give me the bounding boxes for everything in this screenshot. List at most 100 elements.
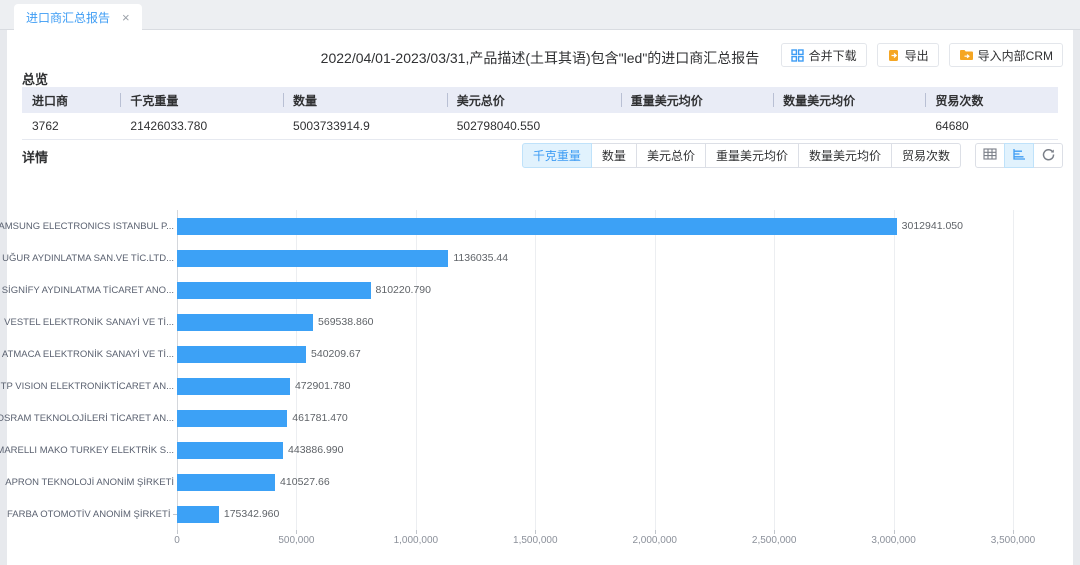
import-crm-label: 导入内部CRM bbox=[977, 48, 1053, 63]
close-icon[interactable]: × bbox=[122, 9, 130, 25]
overview-table: 进口商 千克重量 数量 美元总价 重量美元均价 数量美元均价 贸易次数 3762… bbox=[22, 87, 1058, 140]
chart-x-axis: 0 500,000 1,000,000 1,500,000 2,000,000 2,500… bbox=[174, 530, 1035, 550]
bar-row: 461781.470 bbox=[177, 402, 1013, 434]
bar-row: 569538.860 bbox=[177, 306, 1013, 338]
category-label: ATMACA ELEKTRONİK SANAYİ VE Tİ... bbox=[1, 348, 174, 360]
col-trade-count: 贸易次数 bbox=[925, 87, 1058, 113]
bar[interactable] bbox=[177, 441, 284, 459]
tab-bar: 进口商汇总报告 × bbox=[0, 0, 1080, 30]
refresh-icon bbox=[1042, 148, 1055, 164]
chart-plot-area: 3012941.050 1136035.44 810220.790 569538.86… bbox=[177, 210, 1014, 530]
x-tick-mark bbox=[296, 530, 298, 534]
detail-section-title: 详情 bbox=[22, 150, 49, 165]
bar-value-label: 443886.990 bbox=[288, 444, 344, 456]
bar-row: 810220.790 bbox=[177, 274, 1013, 306]
bar-chart-view-button[interactable] bbox=[1004, 143, 1034, 168]
x-tick-mark bbox=[177, 530, 178, 534]
export-label: 导出 bbox=[904, 48, 929, 63]
bar-row: 3012941.050 bbox=[177, 210, 1013, 242]
val-kg-weight: 21426033.780 bbox=[130, 119, 208, 133]
overview-table-header: 进口商 千克重量 数量 美元总价 重量美元均价 数量美元均价 贸易次数 bbox=[22, 87, 1058, 113]
val-quantity: 5003733914.9 bbox=[293, 119, 370, 133]
view-toggle-group bbox=[975, 143, 1063, 168]
export-icon bbox=[887, 49, 900, 62]
bar[interactable] bbox=[177, 281, 371, 299]
bar[interactable] bbox=[177, 377, 290, 395]
bar-row: 443886.990 bbox=[177, 434, 1013, 466]
refresh-button[interactable] bbox=[1033, 143, 1063, 168]
col-quantity: 数量 bbox=[283, 87, 447, 113]
bar[interactable] bbox=[177, 249, 449, 267]
bar-row: 540209.67 bbox=[177, 338, 1013, 370]
bar-row: 472901.780 bbox=[177, 370, 1013, 402]
importer-bar-chart: SAMSUNG ELECTRONICS ISTANBUL P... UĞUR AY… bbox=[0, 180, 1073, 565]
x-tick-mark bbox=[415, 530, 417, 534]
overview-table-row: 3762 21426033.780 5003733914.9 502798040… bbox=[22, 113, 1058, 140]
merge-download-button[interactable]: 合并下载 bbox=[780, 43, 867, 67]
gridline bbox=[1013, 210, 1014, 530]
bar[interactable] bbox=[177, 313, 314, 331]
metric-tab-5[interactable]: 贸易次数 bbox=[890, 143, 961, 168]
bar-value-label: 461781.470 bbox=[292, 412, 348, 424]
bar-chart-view-icon bbox=[1012, 148, 1026, 163]
bar-value-label: 472901.780 bbox=[294, 380, 351, 392]
x-tick-mark bbox=[654, 530, 656, 534]
bar-value-label: 540209.67 bbox=[311, 348, 361, 360]
bar[interactable] bbox=[177, 473, 276, 491]
gridline bbox=[535, 210, 537, 530]
category-label: UĞUR AYDINLATMA SAN.VE TİC.LTD... bbox=[2, 252, 174, 264]
col-kg-weight: 千克重量 bbox=[120, 87, 283, 113]
import-crm-button[interactable]: 导入内部CRM bbox=[948, 43, 1063, 67]
category-label: OSRAM TEKNOLOJİLERİ TİCARET AN... bbox=[0, 412, 174, 424]
metric-tab-2[interactable]: 美元总价 bbox=[635, 143, 706, 168]
metric-tab-group: 千克重量 数量 美元总价 重量美元均价 数量美元均价 贸易次数 bbox=[521, 143, 961, 168]
detail-controls: 千克重量 数量 美元总价 重量美元均价 数量美元均价 贸易次数 bbox=[521, 143, 1063, 168]
bar-value-label: 1136035.44 bbox=[453, 252, 509, 264]
col-usd-per-weight: 重量美元均价 bbox=[620, 87, 773, 113]
col-usd-total: 美元总价 bbox=[446, 87, 621, 113]
category-label: SAMSUNG ELECTRONICS ISTANBUL P... bbox=[0, 220, 174, 232]
table-view-button[interactable] bbox=[975, 143, 1005, 168]
merge-download-icon bbox=[790, 48, 804, 62]
x-tick-label: 3,000,000 bbox=[871, 535, 916, 546]
category-label: MARELLI MAKO TURKEY ELEKTRİK S... bbox=[0, 444, 174, 456]
tab-import-summary-report[interactable]: 进口商汇总报告 × bbox=[14, 4, 142, 30]
x-tick-label: 1,500,000 bbox=[513, 535, 558, 546]
import-crm-icon bbox=[959, 49, 973, 61]
bar-value-label: 810220.790 bbox=[375, 284, 431, 296]
x-tick-label: 3,500,000 bbox=[990, 535, 1036, 546]
chart-category-labels: SAMSUNG ELECTRONICS ISTANBUL P... UĞUR AY… bbox=[0, 210, 177, 530]
gridline bbox=[296, 210, 298, 530]
metric-tab-0[interactable]: 千克重量 bbox=[521, 143, 592, 168]
category-label: SİGNİFY AYDINLATMA TİCARET ANO... bbox=[1, 284, 174, 296]
x-tick-label: 0 bbox=[174, 535, 180, 546]
bar[interactable] bbox=[177, 505, 219, 523]
x-tick-mark bbox=[1013, 530, 1014, 534]
header-actions: 合并下载 导出 导入内部CRM bbox=[780, 43, 1063, 67]
bar-row: 410527.66 bbox=[177, 466, 1013, 498]
metric-tab-4[interactable]: 数量美元均价 bbox=[797, 143, 892, 168]
x-tick-mark bbox=[893, 530, 895, 534]
x-tick-label: 2,000,000 bbox=[632, 535, 677, 546]
category-label: TP VISION ELEKTRONİKTİCARET AN... bbox=[0, 380, 174, 392]
category-label: APRON TEKNOLOJİ ANONİM ŞİRKETİ bbox=[5, 476, 174, 488]
bar[interactable] bbox=[177, 217, 897, 235]
category-tick bbox=[173, 513, 177, 515]
category-label: VESTEL ELEKTRONİK SANAYİ VE Tİ... bbox=[4, 316, 174, 328]
bar[interactable] bbox=[177, 345, 307, 363]
bar-value-label: 410527.66 bbox=[280, 476, 330, 488]
gridline bbox=[415, 210, 417, 530]
x-tick-label: 500,000 bbox=[278, 535, 315, 546]
metric-tab-3[interactable]: 重量美元均价 bbox=[704, 143, 799, 168]
val-trade-count: 64680 bbox=[935, 119, 969, 133]
tab-label: 进口商汇总报告 bbox=[26, 10, 111, 25]
col-importer: 进口商 bbox=[32, 93, 69, 108]
export-button[interactable]: 导出 bbox=[876, 43, 939, 67]
x-tick-mark bbox=[774, 530, 776, 534]
category-label: FARBA OTOMOTİV ANONİM ŞİRKETİ bbox=[7, 498, 177, 530]
x-tick-label: 1,000,000 bbox=[393, 535, 439, 546]
bar-value-label: 569538.860 bbox=[318, 316, 374, 328]
metric-tab-1[interactable]: 数量 bbox=[590, 143, 637, 168]
val-usd-total: 502798040.550 bbox=[456, 119, 541, 133]
bar[interactable] bbox=[177, 409, 288, 427]
